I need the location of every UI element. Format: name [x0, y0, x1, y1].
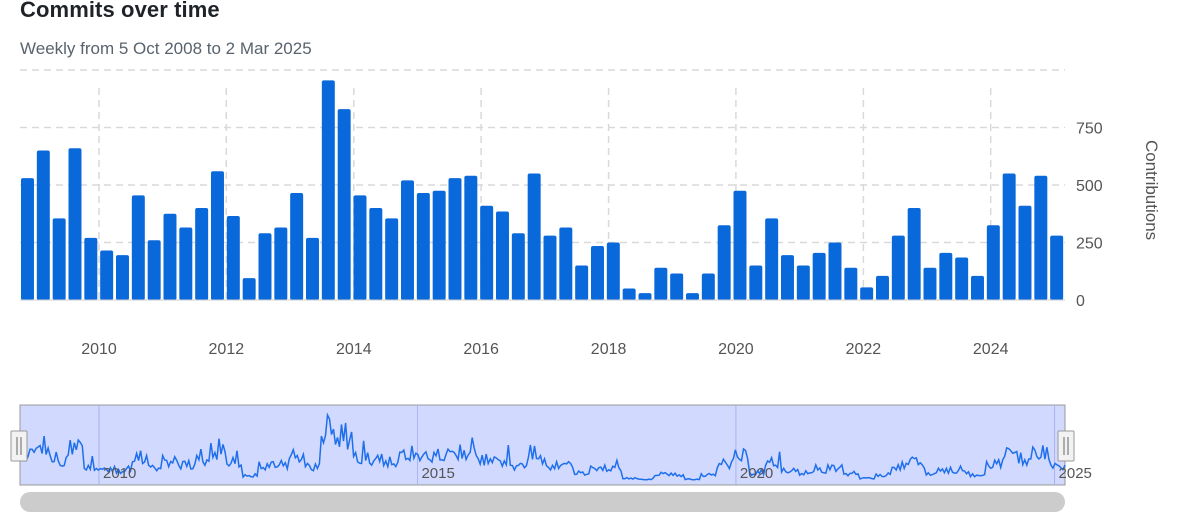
chart-subtitle: Weekly from 5 Oct 2008 to 2 Mar 2025	[20, 39, 312, 58]
bar[interactable]	[258, 233, 272, 300]
bar[interactable]	[796, 265, 810, 301]
bar[interactable]	[717, 225, 731, 300]
bar-series[interactable]	[21, 80, 1064, 301]
chart-title: Commits over time	[20, 0, 220, 22]
x-tick-label: 2016	[463, 341, 499, 358]
bar[interactable]	[828, 242, 842, 301]
range-navigator[interactable]: 2010 2015 2020 2025	[10, 404, 1092, 486]
bar[interactable]	[638, 293, 652, 300]
bar[interactable]	[971, 275, 984, 300]
bar[interactable]	[52, 218, 66, 300]
x-tick-label: 2022	[846, 341, 882, 358]
bar[interactable]	[274, 227, 288, 300]
bar[interactable]	[401, 180, 414, 300]
navigator-labels: 2010 2015 2020 2025	[103, 465, 1092, 482]
bar[interactable]	[939, 252, 953, 300]
bar[interactable]	[480, 205, 494, 300]
bar[interactable]	[749, 265, 763, 301]
y-tick-label: 500	[1076, 178, 1103, 195]
navigator-series-line	[19, 412, 1066, 481]
x-axis: 2010 2012 2014 2016 2018 2020 2022 2024	[81, 341, 1008, 358]
bar[interactable]	[622, 288, 636, 301]
bar[interactable]	[100, 250, 114, 300]
y-tick-label: 750	[1076, 121, 1103, 138]
bar[interactable]	[575, 265, 589, 301]
bar[interactable]	[527, 173, 541, 301]
bar[interactable]	[986, 225, 1000, 300]
y-axis: 0 250 500 750	[1076, 121, 1103, 311]
x-tick-label: 2014	[336, 341, 372, 358]
bar[interactable]	[1018, 205, 1032, 300]
bar[interactable]	[116, 255, 129, 300]
navigator-scrollbar[interactable]	[20, 492, 1065, 512]
bar[interactable]	[559, 227, 573, 300]
y-tick-label: 250	[1076, 236, 1103, 253]
bar[interactable]	[84, 237, 98, 300]
bar[interactable]	[496, 211, 509, 300]
navigator-grid	[98, 405, 1056, 485]
bar[interactable]	[353, 195, 367, 300]
y-tick-label: 0	[1076, 293, 1085, 310]
bar[interactable]	[1002, 173, 1016, 301]
bar[interactable]	[432, 190, 446, 300]
bar[interactable]	[211, 171, 224, 300]
bar[interactable]	[606, 242, 620, 301]
bar[interactable]	[701, 273, 715, 300]
bar[interactable]	[907, 208, 921, 300]
bar[interactable]	[733, 190, 747, 300]
bar[interactable]	[781, 255, 794, 300]
bar[interactable]	[876, 275, 889, 300]
bar[interactable]	[891, 235, 905, 300]
bar[interactable]	[36, 150, 50, 301]
bar[interactable]	[163, 213, 177, 300]
x-tick-label: 2012	[209, 341, 245, 358]
bar[interactable]	[1050, 235, 1064, 300]
bar[interactable]	[844, 267, 858, 300]
bar[interactable]	[68, 148, 82, 300]
bar[interactable]	[21, 178, 34, 300]
bar[interactable]	[511, 233, 525, 300]
bar[interactable]	[385, 218, 399, 300]
grid-lines	[20, 69, 1065, 300]
y-axis-title: Contributions	[1142, 140, 1161, 240]
x-tick-label: 2024	[973, 341, 1009, 358]
bar[interactable]	[670, 273, 684, 300]
bar[interactable]	[464, 175, 478, 300]
x-tick-label: 2018	[591, 341, 627, 358]
navigator-handle-right[interactable]	[1057, 430, 1075, 462]
bar[interactable]	[543, 235, 557, 300]
bar[interactable]	[337, 109, 351, 300]
bar[interactable]	[306, 237, 319, 300]
x-tick-label: 2010	[81, 341, 117, 358]
bar[interactable]	[654, 267, 668, 300]
bar[interactable]	[131, 195, 145, 300]
bar[interactable]	[923, 267, 937, 300]
bar[interactable]	[321, 80, 335, 300]
bar[interactable]	[955, 257, 969, 300]
bar[interactable]	[860, 287, 874, 300]
navigator-selection[interactable]	[19, 404, 1066, 486]
navigator-label: 2015	[421, 465, 454, 482]
bar[interactable]	[416, 193, 430, 300]
navigator-label: 2025	[1059, 465, 1092, 482]
bar[interactable]	[179, 227, 193, 300]
navigator-label: 2020	[740, 465, 773, 482]
x-tick-label: 2020	[718, 341, 754, 358]
bar[interactable]	[765, 218, 779, 300]
bar[interactable]	[226, 216, 240, 300]
bar[interactable]	[195, 208, 209, 300]
bar[interactable]	[290, 193, 304, 300]
bar[interactable]	[686, 293, 699, 300]
bar[interactable]	[448, 178, 462, 300]
bar[interactable]	[369, 208, 383, 300]
navigator-handle-left[interactable]	[10, 430, 28, 462]
bar[interactable]	[242, 278, 256, 300]
navigator-label: 2010	[103, 465, 136, 482]
bar[interactable]	[1034, 175, 1048, 300]
bar[interactable]	[812, 252, 826, 300]
bar[interactable]	[147, 240, 161, 300]
bar[interactable]	[591, 245, 604, 300]
